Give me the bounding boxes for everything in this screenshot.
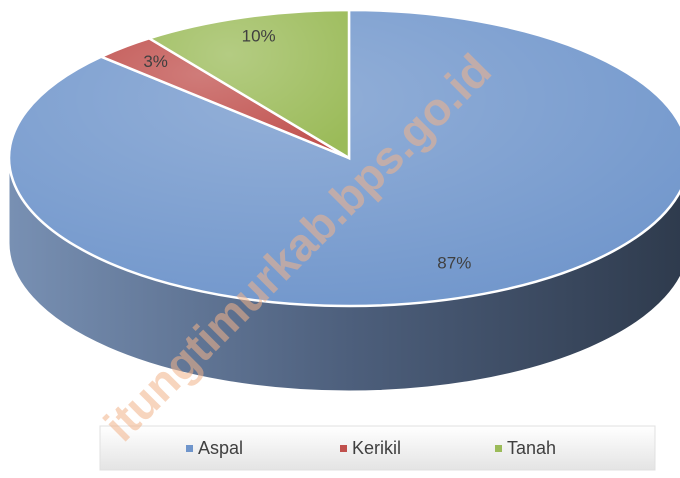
legend-swatch [186, 445, 193, 452]
legend-label: Kerikil [352, 438, 401, 458]
data-label: 3% [143, 52, 168, 71]
slice-shine [9, 10, 680, 306]
legend-label: Tanah [507, 438, 556, 458]
slice-shine [149, 10, 349, 158]
data-label: 10% [242, 26, 276, 45]
legend-swatch [495, 445, 502, 452]
legend-label: Aspal [198, 438, 243, 458]
legend-swatch [340, 445, 347, 452]
slice-shine [101, 38, 349, 158]
data-label: 87% [437, 253, 471, 272]
